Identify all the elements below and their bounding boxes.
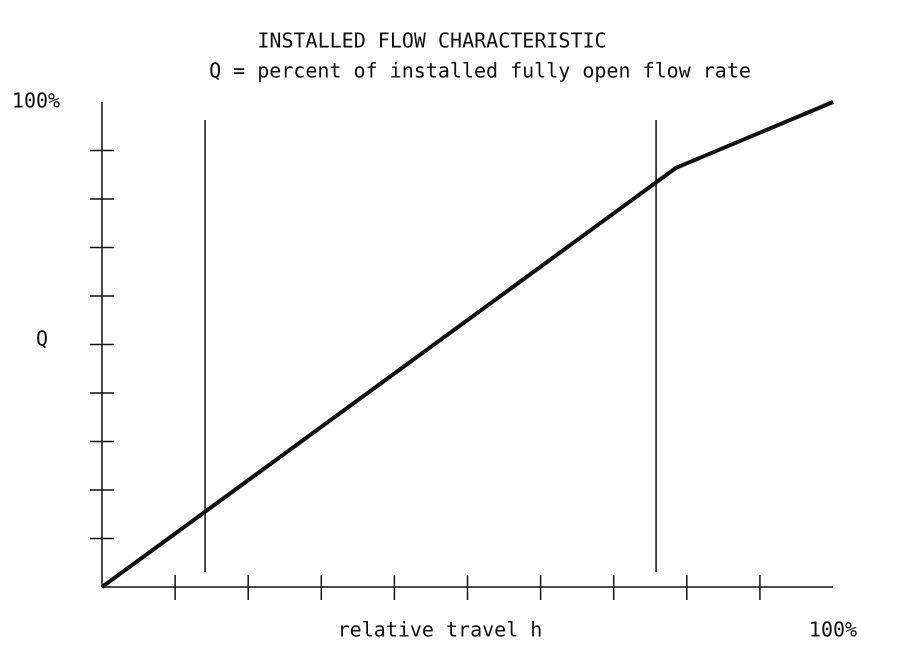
x-axis-label: relative travel h xyxy=(338,618,543,642)
chart-subtitle: Q = percent of installed fully open flow… xyxy=(209,59,751,83)
y-tick-label: 100% xyxy=(12,89,60,113)
data-line xyxy=(100,100,834,589)
x-tick-label: 100% xyxy=(809,618,857,642)
y-axis-label: Q xyxy=(36,327,48,351)
chart-title: INSTALLED FLOW CHARACTERISTIC xyxy=(257,29,606,53)
